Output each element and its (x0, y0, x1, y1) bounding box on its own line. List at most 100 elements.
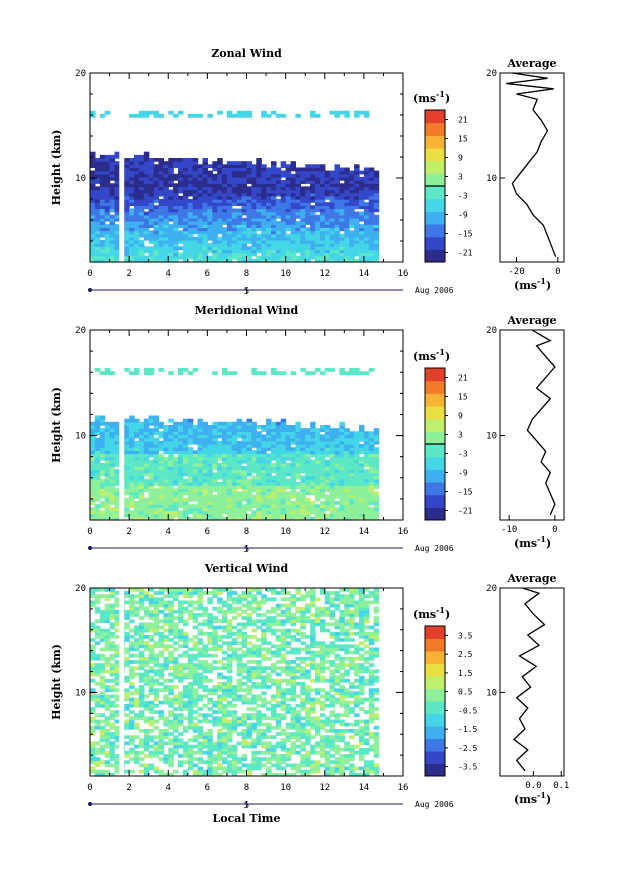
heatmap-cell (124, 725, 130, 730)
heatmap-cell (153, 625, 160, 630)
heatmap-cell (339, 192, 345, 197)
heatmap-cell (246, 431, 252, 436)
heatmap-cell (349, 472, 355, 477)
heatmap-cell (207, 491, 213, 496)
heatmap-cell (158, 243, 164, 247)
heatmap-cell (310, 469, 316, 474)
heatmap-cell (222, 258, 228, 263)
heatmap-cell (344, 501, 350, 505)
heatmap-cell (319, 434, 326, 439)
heatmap-cell (344, 478, 350, 483)
heatmap-cell (90, 666, 96, 670)
heatmap-cell (187, 113, 194, 118)
heatmap-cell (280, 491, 287, 496)
heatmap-cell (99, 656, 106, 661)
heatmap-cell (271, 199, 277, 203)
heatmap-cell (354, 199, 360, 203)
heatmap-cell (202, 669, 208, 674)
heatmap-cell (114, 600, 120, 605)
heatmap-cell (271, 161, 277, 165)
heatmap-cell (305, 440, 311, 445)
heatmap-cell (182, 622, 189, 627)
heatmap-cell (99, 691, 106, 696)
heatmap-cell (280, 195, 287, 200)
heatmap-cell (173, 217, 179, 222)
heatmap-cell (315, 227, 321, 232)
heatmap-cell (153, 754, 160, 758)
heatmap-cell (251, 258, 257, 263)
heatmap-cell (99, 154, 106, 159)
heatmap-cell (275, 249, 282, 254)
heatmap-cell (99, 631, 106, 636)
heatmap-cell (158, 769, 164, 774)
heatmap-cell (94, 258, 101, 263)
heatmap-cell (90, 600, 96, 605)
heatmap-cell (124, 463, 130, 467)
heatmap-cell (256, 170, 262, 175)
heatmap-cell (319, 437, 326, 442)
heatmap-cell (138, 691, 145, 696)
colorbar-band (425, 368, 445, 382)
heatmap-cell (138, 450, 145, 455)
heatmap-cell (114, 682, 120, 686)
heatmap-cell (368, 450, 375, 455)
average-unit-base: (ms (514, 279, 537, 292)
heatmap-cell (192, 510, 199, 515)
heatmap-cell (163, 588, 169, 592)
heatmap-cell (275, 255, 282, 260)
heatmap-cell (197, 594, 204, 598)
heatmap-cell (354, 202, 360, 206)
heatmap-cell (363, 504, 370, 508)
heatmap-cell (354, 485, 360, 489)
heatmap-cell (143, 647, 150, 652)
heatmap-cell (138, 252, 145, 257)
heatmap-cell (266, 252, 272, 257)
heatmap-cell (197, 769, 204, 774)
heatmap-cell (192, 258, 199, 263)
heatmap-cell (285, 202, 292, 206)
heatmap-cell (163, 488, 169, 493)
heatmap-cell (99, 747, 106, 752)
heatmap-cell (168, 653, 174, 658)
heatmap-cell (148, 613, 155, 617)
heatmap-cell (226, 729, 233, 733)
heatmap-cell (90, 195, 96, 200)
heatmap-cell (354, 453, 360, 458)
heatmap-cell (134, 703, 140, 708)
heatmap-cell (90, 603, 96, 608)
heatmap-cell (315, 183, 321, 188)
heatmap-cell (153, 456, 160, 461)
heatmap-cell (207, 719, 213, 724)
heatmap-cell (178, 513, 184, 518)
heatmap-cell (99, 447, 106, 451)
heatmap-cell (153, 440, 160, 445)
heatmap-cell (344, 491, 350, 496)
heatmap-cell (143, 744, 150, 749)
heatmap-cell (138, 678, 145, 683)
heatmap-cell (236, 189, 243, 194)
heatmap-cell (271, 208, 277, 213)
heatmap-cell (266, 227, 272, 232)
heatmap-cell (104, 243, 111, 247)
heatmap-cell (231, 195, 238, 200)
heatmap-cell (192, 682, 199, 686)
heatmap-cell (202, 663, 208, 667)
heatmap-cell (359, 488, 365, 493)
heatmap-cell (124, 613, 130, 617)
heatmap-cell (271, 230, 277, 235)
heatmap-cell (192, 516, 199, 521)
heatmap-cell (163, 635, 169, 639)
heatmap-cell (90, 622, 96, 627)
heatmap-cell (222, 507, 228, 512)
heatmap-cell (363, 110, 370, 115)
heatmap-cell (114, 603, 120, 608)
heatmap-cell (134, 625, 140, 630)
heatmap-cell (158, 246, 164, 251)
heatmap-cell (222, 588, 228, 592)
heatmap-cell (104, 660, 111, 664)
heatmap-cell (373, 255, 380, 260)
heatmap-cell (178, 161, 184, 165)
heatmap-cell (129, 725, 135, 730)
heatmap-cell (90, 494, 96, 499)
